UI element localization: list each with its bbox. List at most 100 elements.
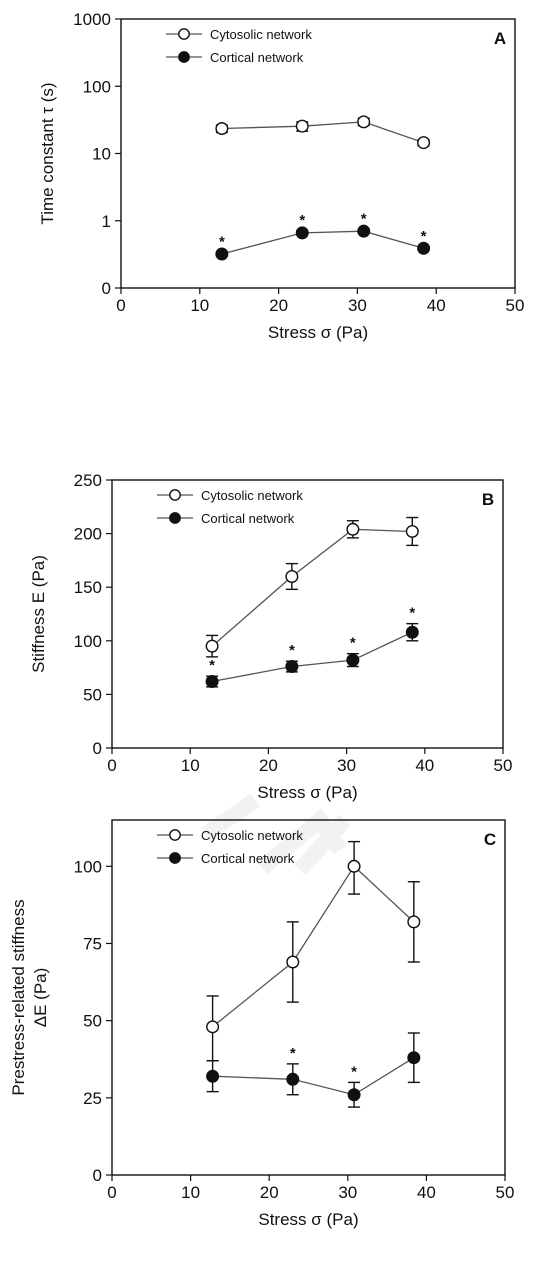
y-tick-label: 0 bbox=[93, 1166, 102, 1185]
x-axis-label: Stress σ (Pa) bbox=[268, 323, 368, 342]
significance-star: * bbox=[289, 642, 295, 659]
significance-star: * bbox=[219, 233, 225, 250]
y-tick-label: 250 bbox=[74, 471, 102, 490]
y-tick-label: 150 bbox=[74, 578, 102, 597]
data-point bbox=[346, 522, 360, 536]
y-tick-label: 50 bbox=[83, 1012, 102, 1031]
y-tick-label: 10 bbox=[92, 145, 111, 164]
y-tick-label: 50 bbox=[83, 685, 102, 704]
y-tick-label: 1000 bbox=[73, 10, 111, 29]
y-tick-label: 75 bbox=[83, 934, 102, 953]
data-point bbox=[215, 247, 229, 261]
data-point bbox=[286, 1072, 300, 1086]
data-point bbox=[206, 1069, 220, 1083]
legend-label: Cytosolic network bbox=[201, 488, 303, 503]
x-tick-label: 10 bbox=[190, 296, 209, 315]
plot-frame bbox=[111, 819, 506, 1176]
legend-label: Cortical network bbox=[201, 511, 295, 526]
data-point bbox=[405, 625, 419, 639]
x-tick-label: 30 bbox=[337, 756, 356, 775]
significance-star: * bbox=[209, 657, 215, 674]
plot-frame bbox=[111, 479, 504, 749]
y-tick-label: 100 bbox=[74, 857, 102, 876]
legend-marker bbox=[169, 852, 181, 864]
data-point bbox=[347, 1088, 361, 1102]
data-point bbox=[407, 1051, 421, 1065]
data-point bbox=[405, 524, 419, 538]
data-point bbox=[205, 675, 219, 689]
legend-marker bbox=[169, 829, 181, 841]
data-point bbox=[357, 224, 371, 238]
y-tick-label: 0 bbox=[93, 739, 102, 758]
series-line bbox=[211, 528, 413, 647]
series-line bbox=[212, 865, 415, 1028]
panel-c: 0 10 20 30 40 50 0 25 50 75 100 Stress σ (Pa) Prestr… bbox=[9, 819, 515, 1229]
data-point bbox=[295, 226, 309, 240]
data-point bbox=[206, 1020, 220, 1034]
data-point bbox=[285, 569, 299, 583]
significance-star: * bbox=[351, 1063, 357, 1080]
x-tick-label: 50 bbox=[506, 296, 525, 315]
legend-marker bbox=[178, 51, 190, 63]
x-tick-label: 10 bbox=[181, 1183, 200, 1202]
y-tick-label: 200 bbox=[74, 525, 102, 544]
data-point bbox=[417, 241, 431, 255]
y-axis-label: Time constant τ (s) bbox=[38, 82, 57, 224]
y-tick-label: 25 bbox=[83, 1089, 102, 1108]
y-tick-label: 100 bbox=[83, 77, 111, 96]
panel-a: 0 10 20 30 40 50 0 1 10 100 1000 Stress σ (Pa) Time … bbox=[38, 10, 524, 342]
x-tick-label: 10 bbox=[181, 756, 200, 775]
series-cytosolic bbox=[215, 115, 431, 150]
series-line bbox=[212, 1057, 415, 1096]
data-point bbox=[285, 660, 299, 674]
legend-marker bbox=[169, 512, 181, 524]
legend-label: Cytosolic network bbox=[210, 27, 312, 42]
x-tick-label: 40 bbox=[417, 1183, 436, 1202]
legend-label: Cortical network bbox=[201, 851, 295, 866]
series-line bbox=[221, 230, 424, 255]
data-point bbox=[215, 122, 229, 136]
series-cortical: * * * * bbox=[215, 211, 431, 261]
x-axis-label: Stress σ (Pa) bbox=[258, 1210, 358, 1229]
data-point bbox=[295, 119, 309, 133]
significance-star: * bbox=[421, 228, 427, 245]
panel-b: 0 10 20 30 40 50 0 50 100 150 200 250 Stress σ (Pa) S… bbox=[29, 471, 512, 802]
data-point bbox=[286, 955, 300, 969]
data-point bbox=[346, 653, 360, 667]
panel-letter: C bbox=[484, 830, 496, 849]
legend-label: Cytosolic network bbox=[201, 828, 303, 843]
significance-star: * bbox=[299, 212, 305, 229]
x-tick-label: 30 bbox=[338, 1183, 357, 1202]
data-point bbox=[417, 136, 431, 150]
x-tick-label: 0 bbox=[107, 756, 116, 775]
data-point bbox=[407, 915, 421, 929]
y-axis-label: Prestress-related stiffness bbox=[9, 899, 28, 1095]
significance-star: * bbox=[409, 605, 415, 622]
significance-star: * bbox=[350, 635, 356, 652]
legend-marker bbox=[169, 489, 181, 501]
legend-label: Cortical network bbox=[210, 50, 304, 65]
panel-letter: A bbox=[494, 29, 506, 48]
data-point bbox=[357, 115, 371, 129]
x-axis-label: Stress σ (Pa) bbox=[257, 783, 357, 802]
y-axis-label: Stiffness E (Pa) bbox=[29, 555, 48, 673]
x-tick-label: 50 bbox=[496, 1183, 515, 1202]
series-cortical: * * * * bbox=[205, 605, 419, 689]
x-tick-label: 0 bbox=[107, 1183, 116, 1202]
series-line bbox=[221, 121, 424, 144]
x-tick-label: 20 bbox=[260, 1183, 279, 1202]
data-point bbox=[205, 639, 219, 653]
y-tick-label: 0 bbox=[102, 279, 111, 298]
significance-star: * bbox=[361, 211, 367, 228]
significance-star: * bbox=[290, 1045, 296, 1062]
x-tick-label: 20 bbox=[259, 756, 278, 775]
series-cortical: ** bbox=[206, 1032, 421, 1108]
x-tick-label: 30 bbox=[348, 296, 367, 315]
x-tick-label: 40 bbox=[427, 296, 446, 315]
data-point bbox=[347, 859, 361, 873]
x-tick-label: 50 bbox=[494, 756, 513, 775]
series-cytosolic bbox=[206, 840, 421, 1062]
x-tick-label: 0 bbox=[116, 296, 125, 315]
legend-marker bbox=[178, 28, 190, 40]
